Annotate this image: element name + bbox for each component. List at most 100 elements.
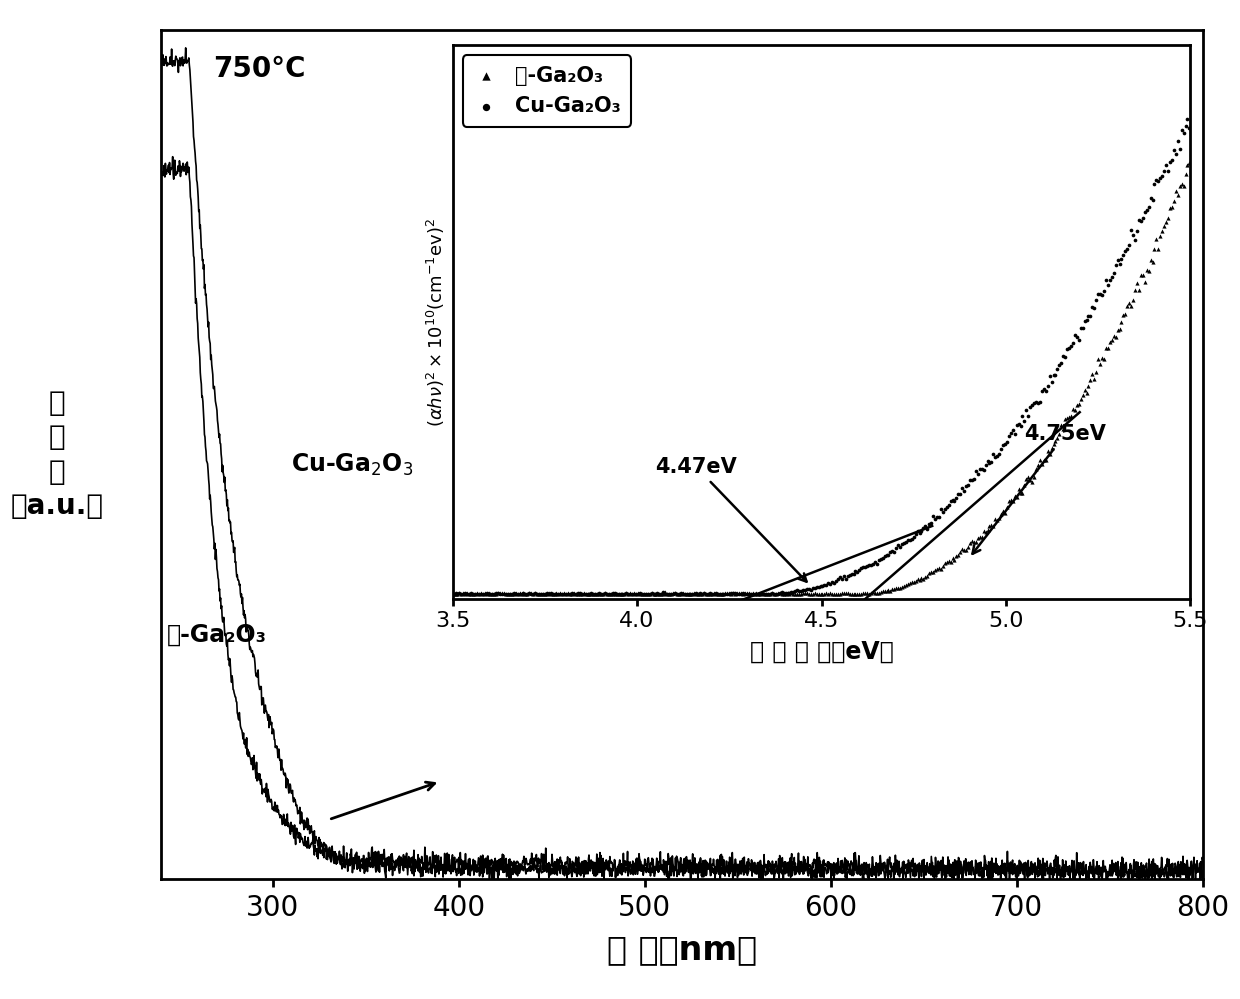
Cu-Ga₂O₃ xyxy=(620,586,640,602)
Cu-Ga₂O₃ xyxy=(982,454,1002,470)
纯-Ga₂O₃ xyxy=(510,585,529,601)
Cu-Ga₂O₃ xyxy=(1094,283,1114,299)
X-axis label: 波 长（nm）: 波 长（nm） xyxy=(606,933,758,966)
Cu-Ga₂O₃ xyxy=(1179,120,1199,136)
纯-Ga₂O₃ xyxy=(802,585,822,601)
纯-Ga₂O₃ xyxy=(719,585,739,601)
纯-Ga₂O₃ xyxy=(469,585,489,601)
Cu-Ga₂O₃ xyxy=(749,586,769,602)
纯-Ga₂O₃ xyxy=(1071,391,1091,407)
Cu-Ga₂O₃ xyxy=(601,585,621,601)
Cu-Ga₂O₃ xyxy=(485,585,505,601)
纯-Ga₂O₃ xyxy=(424,585,444,601)
Cu-Ga₂O₃ xyxy=(599,586,619,602)
Cu-Ga₂O₃ xyxy=(467,585,487,601)
Cu-Ga₂O₃ xyxy=(665,585,684,601)
纯-Ga₂O₃ xyxy=(966,533,986,549)
Cu-Ga₂O₃ xyxy=(735,585,755,601)
Cu-Ga₂O₃ xyxy=(929,509,949,525)
纯-Ga₂O₃ xyxy=(527,586,547,602)
Cu-Ga₂O₃ xyxy=(802,580,822,596)
Cu-Ga₂O₃ xyxy=(794,582,813,598)
纯-Ga₂O₃ xyxy=(1111,314,1131,330)
Cu-Ga₂O₃ xyxy=(737,586,756,602)
纯-Ga₂O₃ xyxy=(939,553,959,569)
纯-Ga₂O₃ xyxy=(471,585,491,601)
纯-Ga₂O₃ xyxy=(1199,105,1219,121)
纯-Ga₂O₃ xyxy=(760,585,780,601)
纯-Ga₂O₃ xyxy=(663,584,683,600)
Cu-Ga₂O₃ xyxy=(432,586,451,602)
纯-Ga₂O₃ xyxy=(976,523,996,539)
Cu-Ga₂O₃ xyxy=(801,582,821,598)
纯-Ga₂O₃ xyxy=(795,585,815,601)
纯-Ga₂O₃ xyxy=(1003,494,1023,509)
Cu-Ga₂O₃ xyxy=(476,584,496,600)
纯-Ga₂O₃ xyxy=(1035,453,1055,469)
Cu-Ga₂O₃ xyxy=(863,555,883,571)
纯-Ga₂O₃ xyxy=(578,586,598,602)
纯-Ga₂O₃ xyxy=(595,584,615,600)
纯-Ga₂O₃ xyxy=(1044,436,1064,452)
纯-Ga₂O₃ xyxy=(465,586,485,602)
纯-Ga₂O₃ xyxy=(606,585,626,601)
纯-Ga₂O₃ xyxy=(445,585,465,601)
Cu-Ga₂O₃ xyxy=(531,585,551,601)
纯-Ga₂O₃ xyxy=(1192,127,1211,143)
纯-Ga₂O₃ xyxy=(835,584,854,600)
纯-Ga₂O₃ xyxy=(910,571,930,587)
纯-Ga₂O₃ xyxy=(1017,472,1037,488)
纯-Ga₂O₃ xyxy=(836,585,856,601)
纯-Ga₂O₃ xyxy=(1027,462,1047,478)
Cu-Ga₂O₃ xyxy=(1024,396,1044,412)
Cu-Ga₂O₃ xyxy=(789,582,808,598)
纯-Ga₂O₃ xyxy=(1021,472,1040,488)
Cu-Ga₂O₃ xyxy=(651,585,671,601)
纯-Ga₂O₃ xyxy=(601,585,621,601)
纯-Ga₂O₃ xyxy=(763,584,782,600)
纯-Ga₂O₃ xyxy=(928,561,947,577)
Cu-Ga₂O₃ xyxy=(952,481,972,497)
纯-Ga₂O₃ xyxy=(521,585,541,601)
纯-Ga₂O₃ xyxy=(492,585,512,601)
纯-Ga₂O₃ xyxy=(678,585,698,601)
纯-Ga₂O₃ xyxy=(544,586,564,602)
纯-Ga₂O₃ xyxy=(1011,485,1030,500)
纯-Ga₂O₃ xyxy=(651,586,671,602)
Cu-Ga₂O₃ xyxy=(942,492,962,507)
Cu-Ga₂O₃ xyxy=(861,557,880,573)
纯-Ga₂O₃ xyxy=(688,585,708,601)
Cu-Ga₂O₃ xyxy=(560,586,580,602)
纯-Ga₂O₃ xyxy=(699,586,719,602)
纯-Ga₂O₃ xyxy=(1141,252,1161,268)
Cu-Ga₂O₃ xyxy=(537,585,557,601)
纯-Ga₂O₃ xyxy=(898,575,918,591)
Cu-Ga₂O₃ xyxy=(1021,399,1040,415)
Cu-Ga₂O₃ xyxy=(1007,418,1027,434)
Cu-Ga₂O₃ xyxy=(459,585,479,601)
Cu-Ga₂O₃ xyxy=(918,520,937,536)
Cu-Ga₂O₃ xyxy=(977,454,997,470)
Cu-Ga₂O₃ xyxy=(908,522,928,538)
Cu-Ga₂O₃ xyxy=(613,585,632,601)
纯-Ga₂O₃ xyxy=(936,554,956,570)
Cu-Ga₂O₃ xyxy=(691,585,711,601)
Cu-Ga₂O₃ xyxy=(578,585,598,601)
纯-Ga₂O₃ xyxy=(516,585,536,601)
纯-Ga₂O₃ xyxy=(584,585,604,601)
Cu-Ga₂O₃ xyxy=(1083,300,1102,316)
Cu-Ga₂O₃ xyxy=(1042,375,1061,391)
纯-Ga₂O₃ xyxy=(997,499,1017,514)
Cu-Ga₂O₃ xyxy=(950,486,970,501)
纯-Ga₂O₃ xyxy=(1018,470,1038,486)
Cu-Ga₂O₃ xyxy=(1044,367,1064,383)
纯-Ga₂O₃ xyxy=(673,585,693,601)
纯-Ga₂O₃ xyxy=(740,586,760,602)
Cu-Ga₂O₃ xyxy=(653,584,673,600)
纯-Ga₂O₃ xyxy=(867,584,887,600)
纯-Ga₂O₃ xyxy=(914,570,934,586)
纯-Ga₂O₃ xyxy=(615,585,635,601)
Cu-Ga₂O₃ xyxy=(919,515,939,531)
Cu-Ga₂O₃ xyxy=(1166,146,1185,162)
纯-Ga₂O₃ xyxy=(1183,141,1203,157)
